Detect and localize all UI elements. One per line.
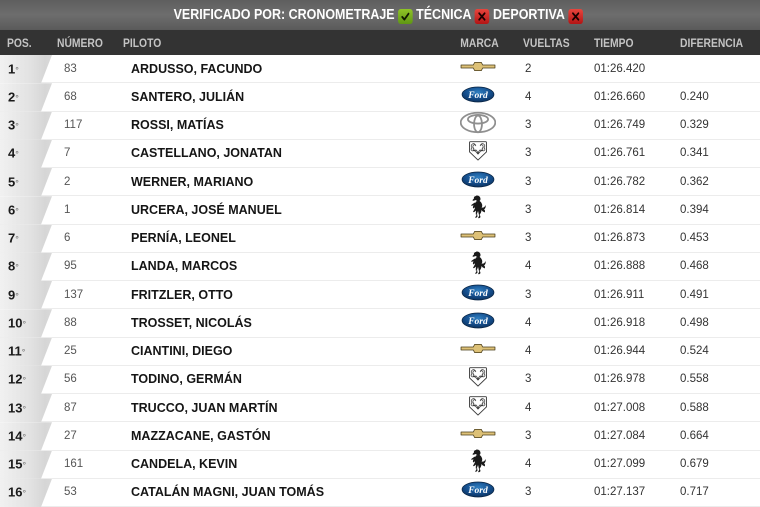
svg-text:Ford: Ford: [467, 176, 488, 186]
svg-text:Ford: Ford: [467, 486, 488, 496]
svg-text:Ford: Ford: [467, 317, 488, 327]
svg-text:Ford: Ford: [467, 289, 488, 299]
svg-text:Ford: Ford: [467, 91, 488, 101]
